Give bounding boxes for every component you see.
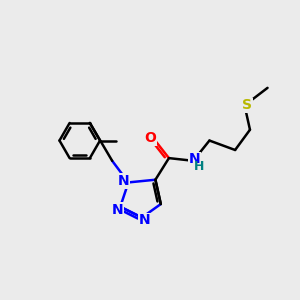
Text: S: S — [242, 98, 252, 112]
Text: N: N — [189, 152, 200, 167]
Text: H: H — [194, 160, 204, 173]
Text: N: N — [118, 174, 129, 188]
Text: N: N — [139, 213, 150, 227]
Text: N: N — [112, 203, 123, 217]
Text: O: O — [144, 131, 156, 145]
